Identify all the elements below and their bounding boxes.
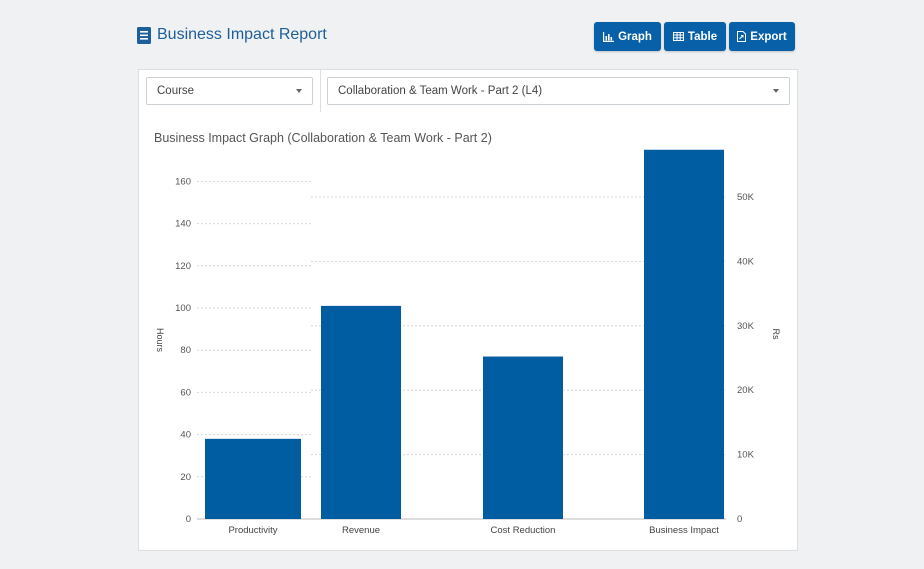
- right-tick-label: 40K: [737, 256, 755, 267]
- right-tick-label: 0: [737, 514, 742, 525]
- chevron-down-icon: [296, 89, 302, 93]
- bar-chart-icon: [603, 31, 615, 42]
- category-label: Revenue: [342, 525, 380, 536]
- header: Business Impact Report Graph Table: [137, 22, 797, 54]
- export-button-label: Export: [750, 30, 787, 43]
- course-select-value: Course: [157, 85, 195, 97]
- bar: [483, 356, 563, 519]
- table-button-label: Table: [687, 30, 718, 43]
- chart-title: Business Impact Graph (Collaboration & T…: [154, 131, 492, 145]
- category-label: Productivity: [228, 525, 277, 536]
- filter-bar: Course Collaboration & Team Work - Part …: [138, 69, 798, 113]
- right-tick-label: 20K: [737, 385, 755, 396]
- category-label: Business Impact: [649, 525, 719, 536]
- left-tick-label: 0: [186, 514, 191, 525]
- left-tick-label: 120: [175, 261, 191, 272]
- left-axis-label: Hours: [155, 328, 165, 353]
- right-tick-label: 50K: [737, 192, 755, 203]
- chevron-down-icon: [773, 89, 779, 93]
- left-tick-label: 60: [180, 387, 191, 398]
- module-select-value: Collaboration & Team Work - Part 2 (L4): [338, 85, 543, 97]
- left-tick-label: 80: [180, 345, 191, 356]
- export-button[interactable]: Export: [729, 22, 795, 51]
- business-impact-chart: Business Impact Graph (Collaboration & T…: [154, 131, 781, 536]
- chart-panel: Business Impact Graph (Collaboration & T…: [138, 112, 798, 551]
- left-tick-label: 40: [180, 430, 191, 441]
- bar: [644, 149, 724, 519]
- bar: [205, 438, 301, 519]
- title-wrap: Business Impact Report: [137, 26, 327, 44]
- module-select[interactable]: Collaboration & Team Work - Part 2 (L4): [327, 77, 790, 105]
- table-button[interactable]: Table: [664, 22, 726, 51]
- filter-divider: [320, 70, 321, 112]
- graph-button[interactable]: Graph: [594, 22, 661, 51]
- bar: [321, 305, 401, 519]
- page-title: Business Impact Report: [157, 26, 327, 43]
- right-axis-label: Rs: [771, 329, 781, 340]
- left-tick-label: 20: [180, 472, 191, 483]
- report-icon: [137, 26, 151, 44]
- graph-button-label: Graph: [618, 30, 652, 43]
- category-label: Cost Reduction: [491, 525, 556, 536]
- left-tick-label: 140: [175, 219, 191, 230]
- right-tick-label: 30K: [737, 321, 755, 332]
- file-export-icon: [737, 31, 747, 42]
- table-icon: [672, 32, 684, 41]
- left-tick-label: 100: [175, 303, 191, 314]
- left-tick-label: 160: [175, 176, 191, 187]
- course-select[interactable]: Course: [146, 77, 313, 105]
- right-tick-label: 10K: [737, 450, 755, 461]
